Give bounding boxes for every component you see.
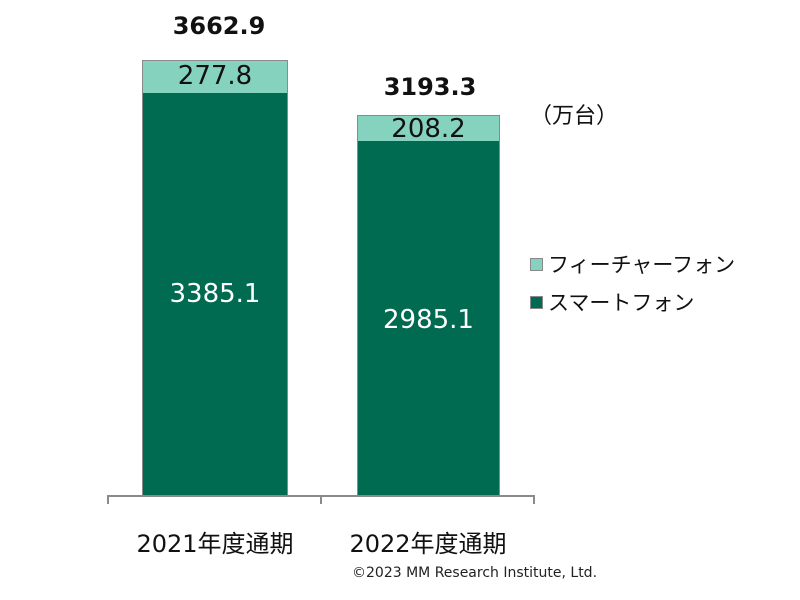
- bar-2022-smart-value: 2985.1: [383, 305, 474, 335]
- legend-item-smartphone: スマートフォン: [530, 287, 735, 317]
- legend-label-feature: フィーチャーフォン: [548, 253, 736, 277]
- legend: フィーチャーフォン スマートフォン: [530, 249, 735, 317]
- x-axis-label-2021: 2021年度通期: [136, 530, 294, 558]
- legend-swatch-feature-icon: [530, 257, 543, 271]
- x-axis-tick: [107, 495, 109, 504]
- bar-2022-feature-value: 208.2: [391, 114, 466, 144]
- copyright-text: ©2023 MM Research Institute, Ltd.: [352, 565, 598, 581]
- bar-2021-smartphone: 3385.1: [142, 93, 288, 495]
- x-axis-tick: [533, 495, 535, 504]
- unit-label: （万台）: [530, 104, 619, 129]
- x-axis-tick: [320, 495, 322, 504]
- legend-swatch-smart-icon: [530, 295, 543, 309]
- x-axis-label-2022: 2022年度通期: [349, 530, 507, 558]
- legend-label-smart: スマートフォン: [548, 291, 695, 315]
- legend-item-feature-phone: フィーチャーフォン: [530, 249, 735, 279]
- bar-2021-feature-value: 277.8: [177, 61, 253, 91]
- bar-2022-smartphone: 2985.1: [357, 141, 500, 495]
- total-label-2021: 3662.9: [172, 12, 266, 40]
- total-label-2022: 3193.3: [383, 73, 477, 101]
- bar-2021-smart-value: 3385.1: [169, 279, 261, 309]
- bar-2022-feature-phone: 208.2: [357, 114, 500, 144]
- bar-2021-feature-phone: 277.8: [142, 60, 288, 93]
